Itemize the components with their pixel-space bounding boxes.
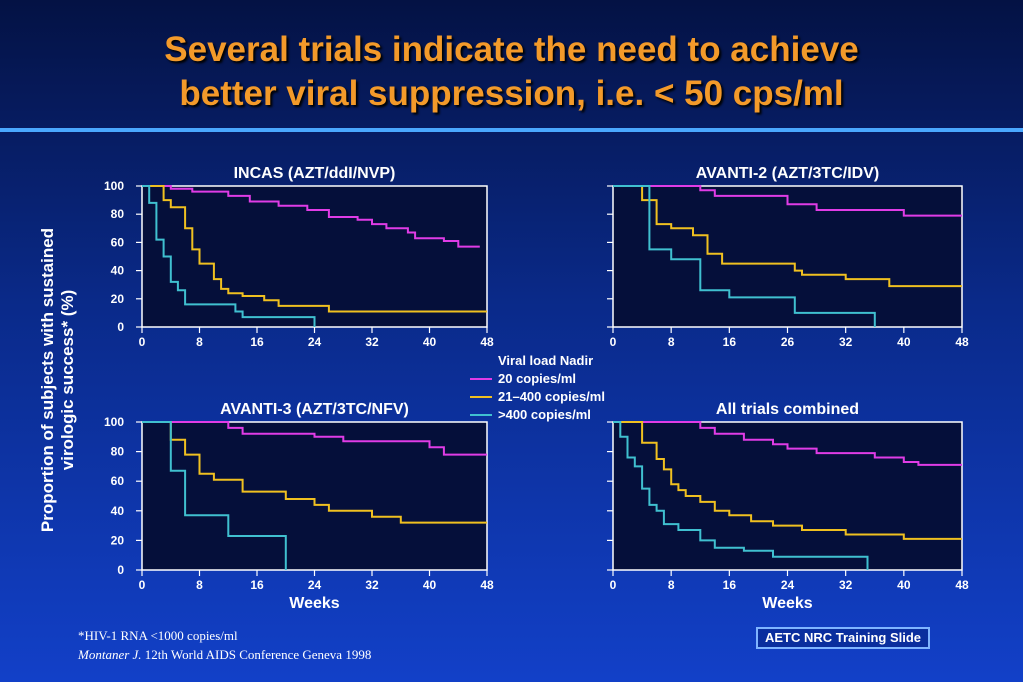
chart-panel (612, 185, 963, 328)
legend-item-20: 20 copies/ml (470, 370, 605, 388)
footnote: *HIV-1 RNA <1000 copies/ml Montaner J. 1… (78, 626, 371, 664)
series-line (613, 185, 962, 217)
legend: Viral load Nadir 20 copies/ml 21–400 cop… (470, 352, 605, 424)
footnote-source: 12th World AIDS Conference Geneva 1998 (141, 647, 372, 662)
series-line (142, 185, 487, 313)
y-tick-label: 40 (111, 504, 125, 518)
series-line (142, 185, 480, 248)
legend-swatch-yellow (470, 396, 492, 398)
y-tick-label: 40 (111, 264, 125, 278)
y-axis-label-line-1: Proportion of subjects with sustained (38, 227, 57, 533)
x-tick-label: 48 (480, 578, 494, 592)
y-tick-label: 80 (111, 445, 125, 459)
x-tick-label: 32 (365, 335, 379, 349)
x-tick-label: 32 (365, 578, 379, 592)
series-line (142, 421, 287, 570)
x-tick-label: 8 (196, 578, 203, 592)
y-tick-label: 20 (111, 292, 125, 306)
x-tick-label: 48 (955, 335, 969, 349)
training-slide-badge: AETC NRC Training Slide (756, 627, 931, 649)
legend-swatch-cyan (470, 414, 492, 416)
legend-label: 20 copies/ml (498, 371, 577, 386)
x-axis-label: Weeks (289, 595, 340, 612)
y-axis-label-line-2: virologic success* (%) (58, 289, 77, 471)
x-tick-label: 40 (897, 578, 911, 592)
footnote-line-1: *HIV-1 RNA <1000 copies/ml (78, 628, 238, 643)
y-tick-label: 100 (104, 179, 124, 193)
chart-title: AVANTI-3 (AZT/3TC/NFV) (220, 401, 409, 418)
x-tick-label: 40 (423, 578, 437, 592)
legend-item-21-400: 21–400 copies/ml (470, 388, 605, 406)
y-tick-label: 80 (111, 207, 125, 221)
x-tick-label: 8 (196, 335, 203, 349)
legend-title: Viral load Nadir (498, 353, 594, 368)
chart-title: All trials combined (716, 401, 859, 418)
series-line (613, 185, 876, 327)
x-tick-label: 16 (723, 578, 737, 592)
y-tick-label: 100 (104, 415, 124, 429)
title-divider (0, 128, 1023, 132)
y-tick-label: 60 (111, 235, 125, 249)
legend-swatch-magenta (470, 378, 492, 380)
x-tick-label: 24 (308, 578, 322, 592)
chart-title: AVANTI-2 (AZT/3TC/IDV) (696, 165, 879, 182)
x-tick-label: 40 (897, 335, 911, 349)
legend-label: 21–400 copies/ml (498, 389, 605, 404)
series-line (613, 421, 869, 570)
series-line (142, 185, 316, 327)
x-tick-label: 0 (139, 335, 146, 349)
x-tick-label: 0 (139, 578, 146, 592)
x-tick-label: 0 (610, 335, 617, 349)
x-tick-label: 48 (955, 578, 969, 592)
x-tick-label: 24 (781, 578, 795, 592)
x-tick-label: 48 (480, 335, 494, 349)
series-line (613, 185, 962, 288)
chart-panel (141, 421, 488, 571)
slide-title-line-2: better viral suppression, i.e. < 50 cps/… (179, 74, 844, 113)
slide-title-line-1: Several trials indicate the need to achi… (164, 30, 859, 69)
y-tick-label: 60 (111, 474, 125, 488)
chart-title: INCAS (AZT/ddI/NVP) (234, 165, 396, 182)
x-tick-label: 32 (839, 578, 853, 592)
x-tick-label: 24 (308, 335, 322, 349)
slide-title: Several trials indicate the need to achi… (0, 28, 1023, 116)
x-tick-label: 16 (250, 335, 264, 349)
footnote-author: Montaner J. (78, 647, 142, 662)
series-line (142, 421, 487, 524)
x-tick-label: 32 (839, 335, 853, 349)
y-tick-label: 0 (117, 320, 124, 334)
legend-item-over-400: >400 copies/ml (470, 406, 605, 424)
y-axis-label: Proportion of subjects with sustained vi… (38, 200, 78, 560)
x-tick-label: 8 (668, 578, 675, 592)
x-tick-label: 0 (610, 578, 617, 592)
x-tick-label: 26 (781, 335, 795, 349)
series-line (613, 421, 962, 466)
y-tick-label: 0 (117, 563, 124, 577)
x-tick-label: 16 (250, 578, 264, 592)
y-tick-label: 20 (111, 533, 125, 547)
x-tick-label: 8 (668, 335, 675, 349)
footnote-line-2: Montaner J. 12th World AIDS Conference G… (78, 645, 371, 664)
legend-label: >400 copies/ml (498, 407, 591, 422)
x-tick-label: 40 (423, 335, 437, 349)
x-axis-label: Weeks (762, 595, 813, 612)
series-line (142, 421, 487, 456)
x-tick-label: 16 (723, 335, 737, 349)
series-line (613, 421, 962, 540)
